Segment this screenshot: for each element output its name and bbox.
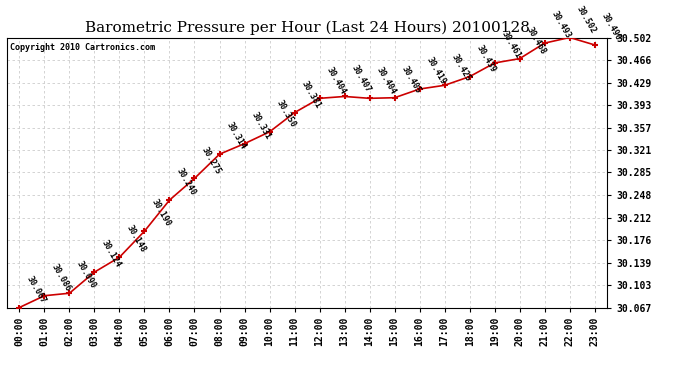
- Text: 30.461: 30.461: [500, 30, 523, 60]
- Title: Barometric Pressure per Hour (Last 24 Hours) 20100128: Barometric Pressure per Hour (Last 24 Ho…: [85, 21, 529, 35]
- Text: 30.419: 30.419: [425, 56, 448, 86]
- Text: 30.407: 30.407: [350, 63, 373, 94]
- Text: 30.275: 30.275: [200, 145, 223, 176]
- Text: 30.240: 30.240: [175, 167, 198, 197]
- Text: 30.190: 30.190: [150, 198, 172, 228]
- Text: 30.090: 30.090: [75, 260, 98, 291]
- Text: Copyright 2010 Cartronics.com: Copyright 2010 Cartronics.com: [10, 43, 155, 52]
- Text: 30.493: 30.493: [550, 10, 573, 40]
- Text: 30.086: 30.086: [50, 262, 72, 293]
- Text: 30.439: 30.439: [475, 44, 498, 74]
- Text: 30.405: 30.405: [400, 64, 423, 95]
- Text: 30.502: 30.502: [575, 4, 598, 35]
- Text: 30.124: 30.124: [100, 239, 123, 269]
- Text: 30.314: 30.314: [225, 121, 248, 152]
- Text: 30.404: 30.404: [325, 65, 348, 96]
- Text: 30.350: 30.350: [275, 99, 298, 129]
- Text: 30.331: 30.331: [250, 110, 273, 141]
- Text: 30.067: 30.067: [25, 274, 48, 305]
- Text: 30.381: 30.381: [300, 80, 323, 110]
- Text: 30.404: 30.404: [375, 65, 398, 96]
- Text: 30.425: 30.425: [450, 52, 473, 82]
- Text: 30.148: 30.148: [125, 224, 148, 255]
- Text: 30.468: 30.468: [525, 26, 548, 56]
- Text: 30.490: 30.490: [600, 12, 623, 42]
